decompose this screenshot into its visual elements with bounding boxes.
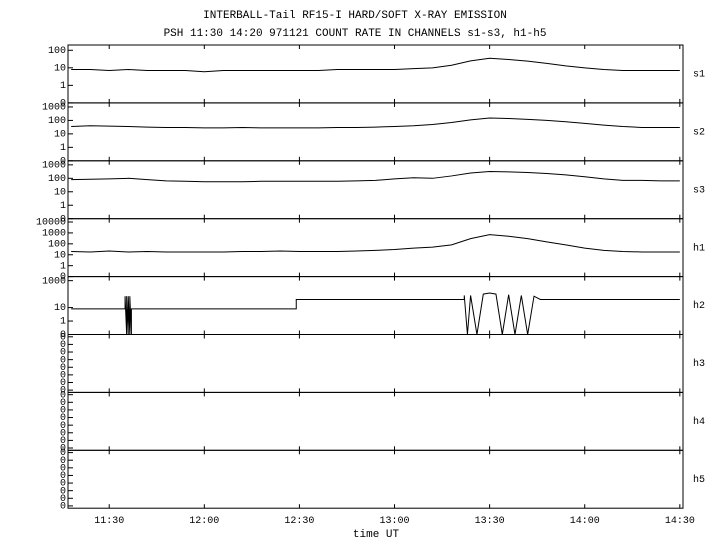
y-tick-label: 1 xyxy=(60,81,66,92)
y-tick-label: 100 xyxy=(48,46,66,57)
panel-frame xyxy=(67,44,684,104)
y-tick-label: 1000 xyxy=(42,103,66,114)
y-tick-label: 100 xyxy=(48,239,66,250)
y-tick-label: 0 xyxy=(60,340,66,351)
panel-label: h3 xyxy=(693,358,705,370)
chart-title: INTERBALL-Tail RF15-I HARD/SOFT X-RAY EM… xyxy=(203,10,507,22)
y-tick-label: 0 xyxy=(60,214,66,225)
y-tick-label: 0 xyxy=(60,479,66,490)
y-tick-label: 0 xyxy=(60,371,66,382)
x-tick-label: 13:30 xyxy=(475,516,505,527)
y-tick-label: 10 xyxy=(54,187,66,198)
y-tick-label: 0 xyxy=(60,406,66,417)
panel-label: s3 xyxy=(693,185,705,196)
y-tick-label: 10 xyxy=(54,63,66,74)
y-tick-label: 10 xyxy=(54,130,66,141)
data-line xyxy=(71,171,680,183)
x-tick-label: 14:00 xyxy=(570,516,600,527)
y-tick-label: 0 xyxy=(60,378,66,389)
y-tick-label: 0 xyxy=(60,413,66,424)
y-tick-label: 100 xyxy=(48,116,66,127)
y-tick-label: 0 xyxy=(60,444,66,455)
y-tick-label: 10000 xyxy=(36,218,66,229)
y-tick-label: 1 xyxy=(60,201,66,212)
y-tick-label: 0 xyxy=(60,456,66,467)
panel-frame xyxy=(67,391,684,451)
y-tick-label: 0 xyxy=(60,99,66,110)
y-tick-label: 1000 xyxy=(42,229,66,240)
panel-frame xyxy=(67,334,684,393)
chart-subtitle: PSH 11:30 14:20 971121 COUNT RATE IN CHA… xyxy=(164,28,547,40)
y-tick-label: 1000 xyxy=(42,276,66,287)
y-tick-label: 0 xyxy=(60,363,66,374)
x-tick-label: 14:30 xyxy=(665,516,695,527)
data-line xyxy=(71,57,680,73)
y-tick-label: 0 xyxy=(60,330,66,341)
y-tick-label: 0 xyxy=(60,355,66,366)
x-tick-label: 12:30 xyxy=(284,516,314,527)
y-tick-label: 0 xyxy=(60,502,66,513)
panel-label: h2 xyxy=(693,300,705,312)
panel-frame xyxy=(67,160,684,220)
x-axis-label: time UT xyxy=(353,529,400,541)
panel-label: s2 xyxy=(693,127,705,138)
panel-label: h5 xyxy=(693,474,705,486)
data-line xyxy=(71,117,680,129)
y-tick-label: 10 xyxy=(54,250,66,261)
x-tick-label: 13:00 xyxy=(380,516,410,527)
data-line xyxy=(71,234,680,253)
y-tick-label: 1000 xyxy=(42,160,66,171)
y-tick-label: 0 xyxy=(60,471,66,482)
y-tick-label: 10 xyxy=(54,303,66,314)
y-tick-label: 0 xyxy=(60,486,66,497)
y-tick-label: 0 xyxy=(60,494,66,505)
y-tick-label: 0 xyxy=(60,428,66,439)
y-tick-label: 0 xyxy=(60,156,66,167)
panel-frame xyxy=(67,276,684,336)
y-tick-label: 0 xyxy=(60,390,66,401)
panel-frame xyxy=(67,449,684,509)
panel-frame xyxy=(67,102,684,162)
y-tick-label: 0 xyxy=(60,398,66,409)
y-tick-label: 1 xyxy=(60,317,66,328)
y-tick-label: 0 xyxy=(60,332,66,343)
panel-label: s1 xyxy=(693,70,705,81)
x-tick-label: 12:00 xyxy=(189,516,219,527)
x-tick-label: 11:30 xyxy=(94,516,124,527)
y-tick-label: 0 xyxy=(60,463,66,474)
data-line xyxy=(71,292,680,335)
y-tick-label: 0 xyxy=(60,272,66,283)
y-tick-label: 0 xyxy=(60,421,66,432)
y-tick-label: 0 xyxy=(60,348,66,359)
y-tick-label: 0 xyxy=(60,386,66,397)
y-tick-label: 0 xyxy=(60,436,66,447)
y-tick-label: 0 xyxy=(60,448,66,459)
panel-label: h1 xyxy=(693,242,705,254)
y-tick-label: 100 xyxy=(48,174,66,185)
panel-frame xyxy=(67,218,684,278)
panel-label: h4 xyxy=(693,416,705,428)
y-tick-label: 1 xyxy=(60,143,66,154)
y-tick-label: 1 xyxy=(60,261,66,272)
